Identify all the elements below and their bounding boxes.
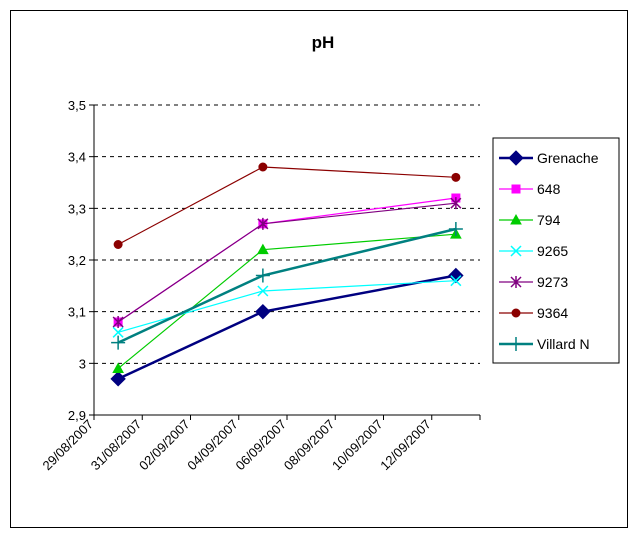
y-tick-label: 3,5 [68, 98, 86, 113]
legend-item: 648 [499, 181, 561, 197]
series-9364 [113, 162, 461, 249]
legend-item: Grenache [499, 150, 599, 166]
legend-marker [511, 184, 521, 194]
legend-marker [510, 245, 522, 257]
legend-marker [511, 308, 521, 318]
data-point [448, 222, 463, 236]
data-point [257, 217, 269, 230]
data-point [111, 335, 126, 350]
series-group [110, 162, 464, 387]
x-tick-label: 10/09/2007 [329, 417, 386, 474]
legend-label: 794 [537, 212, 561, 228]
data-point [257, 285, 269, 297]
data-point [451, 172, 461, 182]
data-point [448, 267, 464, 284]
y-tick-labels: 2,9 3 3,1 3,2 3,3 3,4 3,5 [68, 98, 86, 423]
legend: Grenache 648 794 9265 9273 9364 Villard N [492, 137, 620, 364]
series-9273 [112, 197, 462, 328]
legend-item: Villard N [499, 336, 590, 352]
y-tick-label: 3,3 [68, 201, 86, 216]
data-point [255, 303, 271, 320]
legend-label: 9265 [537, 243, 568, 259]
axes [89, 104, 481, 420]
series-line [117, 233, 456, 369]
legend-item: 9265 [499, 243, 568, 259]
x-tick-labels: 29/08/200731/08/200702/09/200704/09/2007… [39, 417, 433, 474]
data-point [110, 371, 126, 387]
series-line [117, 202, 456, 323]
series-9265 [112, 275, 462, 338]
legend-marker [510, 276, 522, 288]
chart-title: pH [312, 33, 335, 52]
data-point [112, 316, 124, 328]
data-point [255, 268, 270, 283]
data-point [257, 243, 269, 255]
x-tick-label: 04/09/2007 [184, 417, 241, 474]
legend-item: 9364 [499, 305, 568, 321]
x-tick-label: 29/08/2007 [39, 417, 96, 474]
x-tick-label: 08/09/2007 [281, 417, 338, 474]
y-tick-label: 3,1 [68, 305, 86, 320]
legend-label: Villard N [537, 336, 590, 352]
legend-item: 794 [499, 212, 561, 228]
series-villard-n [111, 222, 463, 350]
data-point [113, 240, 123, 249]
series-grenache [110, 267, 464, 387]
x-tick-label: 12/09/2007 [377, 417, 434, 474]
data-point [112, 362, 124, 373]
grid-lines [94, 104, 480, 364]
legend-marker [510, 213, 522, 225]
data-point [450, 275, 462, 287]
legend-marker [508, 150, 524, 166]
series-line [117, 166, 456, 246]
legend-item: 9273 [499, 274, 568, 290]
legend-label: 648 [537, 181, 561, 197]
legend-marker [509, 337, 523, 351]
data-point [258, 162, 268, 172]
x-tick-label: 06/09/2007 [232, 417, 289, 474]
legend-label: 9364 [537, 305, 568, 321]
legend-label: Grenache [537, 150, 599, 166]
data-point [112, 326, 124, 338]
data-point [450, 197, 462, 210]
y-tick-label: 3,4 [68, 150, 86, 165]
y-tick-label: 3,2 [68, 253, 86, 268]
legend-label: 9273 [537, 274, 568, 290]
x-tick-label: 31/08/2007 [88, 417, 145, 474]
y-tick-label: 3 [79, 356, 86, 371]
series-794 [112, 228, 462, 373]
y-tick-label: 2,9 [68, 408, 86, 423]
x-tick-label: 02/09/2007 [136, 417, 193, 474]
